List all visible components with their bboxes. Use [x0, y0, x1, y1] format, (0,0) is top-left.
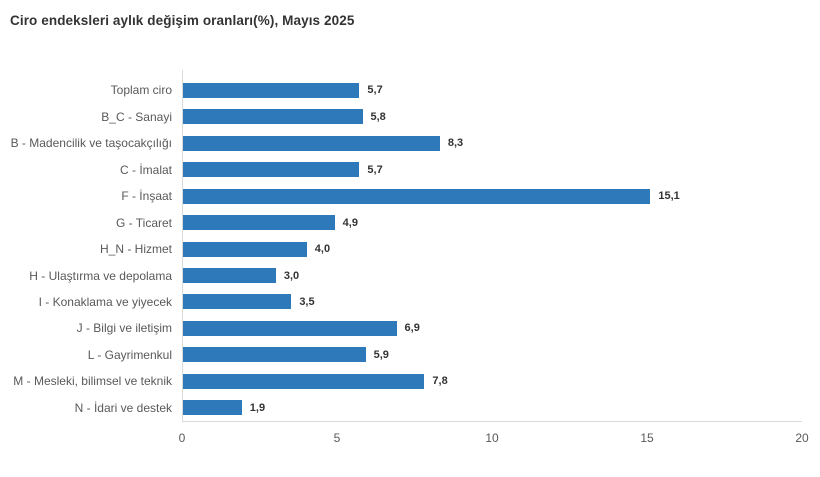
- value-label: 4,9: [342, 216, 358, 229]
- value-label: 6,9: [404, 322, 420, 335]
- category-label: G - Ticaret: [115, 215, 172, 230]
- bar-row: 4,9: [183, 209, 802, 235]
- value-label: 3,5: [299, 295, 315, 308]
- category-label: C - İmalat: [119, 162, 172, 177]
- bar-row: 3,5: [183, 289, 802, 315]
- bar-rows: 5,7 5,8 8,3 5,7 15,1 4,9 4,0 3,0 3,5 6,9 5,9 7,8 1,9: [183, 77, 802, 421]
- bar[interactable]: [183, 188, 651, 204]
- bar[interactable]: [183, 320, 397, 336]
- category-label: H - Ulaştırma ve depolama: [29, 268, 172, 283]
- category-axis-labels: Toplam ciro B_C - Sanayi B - Madencilik ve…: [0, 77, 172, 421]
- bar-row: 7,8: [183, 368, 802, 394]
- value-label: 1,9: [249, 401, 266, 414]
- category-label: J - Bilgi ve iletişim: [76, 321, 172, 336]
- x-axis-ticks: 0 5 10 15 20: [178, 431, 809, 447]
- bar-row: 15,1: [183, 183, 802, 209]
- bar-row: 5,7: [183, 77, 802, 103]
- x-tick-label: 10: [485, 431, 499, 445]
- bar-row: 5,8: [183, 103, 802, 129]
- bar-row: 5,9: [183, 342, 802, 368]
- value-label: 3,0: [283, 269, 300, 282]
- bar[interactable]: [183, 109, 363, 125]
- bar-row: 5,7: [183, 156, 802, 182]
- value-label: 4,0: [314, 243, 331, 256]
- category-label: I - Konaklama ve yiyecek: [38, 294, 172, 309]
- category-label: L - Gayrimenkul: [87, 347, 172, 362]
- x-tick-label: 0: [178, 431, 186, 445]
- bar[interactable]: [183, 162, 360, 178]
- bar-row: 8,3: [183, 130, 802, 156]
- value-label: 7,8: [432, 375, 448, 388]
- value-label: 5,8: [370, 110, 386, 123]
- bar-row: 3,0: [183, 262, 802, 288]
- category-label: F - İnşaat: [121, 189, 172, 204]
- bar[interactable]: [183, 347, 366, 363]
- x-tick-label: 5: [333, 431, 341, 445]
- plot-area: 5,7 5,8 8,3 5,7 15,1 4,9 4,0 3,0 3,5 6,9 5,9 7,8 1,9: [182, 70, 802, 422]
- bar[interactable]: [183, 241, 307, 257]
- bar[interactable]: [183, 215, 335, 231]
- bar-row: 4,0: [183, 236, 802, 262]
- category-label: M - Mesleki, bilimsel ve teknik: [13, 374, 172, 389]
- bar[interactable]: [183, 135, 440, 151]
- value-label: 15,1: [658, 190, 680, 203]
- category-label: H_N - Hizmet: [99, 242, 172, 257]
- bar-row: 1,9: [183, 395, 802, 421]
- value-label: 5,7: [367, 163, 383, 176]
- bar[interactable]: [183, 82, 360, 98]
- x-tick-label: 15: [640, 431, 654, 445]
- bar[interactable]: [183, 294, 292, 310]
- category-label: B - Madencilik ve taşocakçılığı: [10, 136, 172, 151]
- x-tick-label: 20: [795, 431, 809, 445]
- value-label: 8,3: [447, 137, 464, 150]
- category-label: N - İdari ve destek: [74, 400, 172, 415]
- category-label: Toplam ciro: [110, 83, 172, 98]
- category-label: B_C - Sanayi: [101, 109, 172, 124]
- value-label: 5,7: [367, 84, 383, 97]
- bar[interactable]: [183, 373, 425, 389]
- bar[interactable]: [183, 400, 242, 416]
- chart-title: Ciro endeksleri aylık değişim oranları(%…: [10, 13, 355, 28]
- bar-row: 6,9: [183, 315, 802, 341]
- bar[interactable]: [183, 268, 276, 284]
- value-label: 5,9: [373, 348, 389, 361]
